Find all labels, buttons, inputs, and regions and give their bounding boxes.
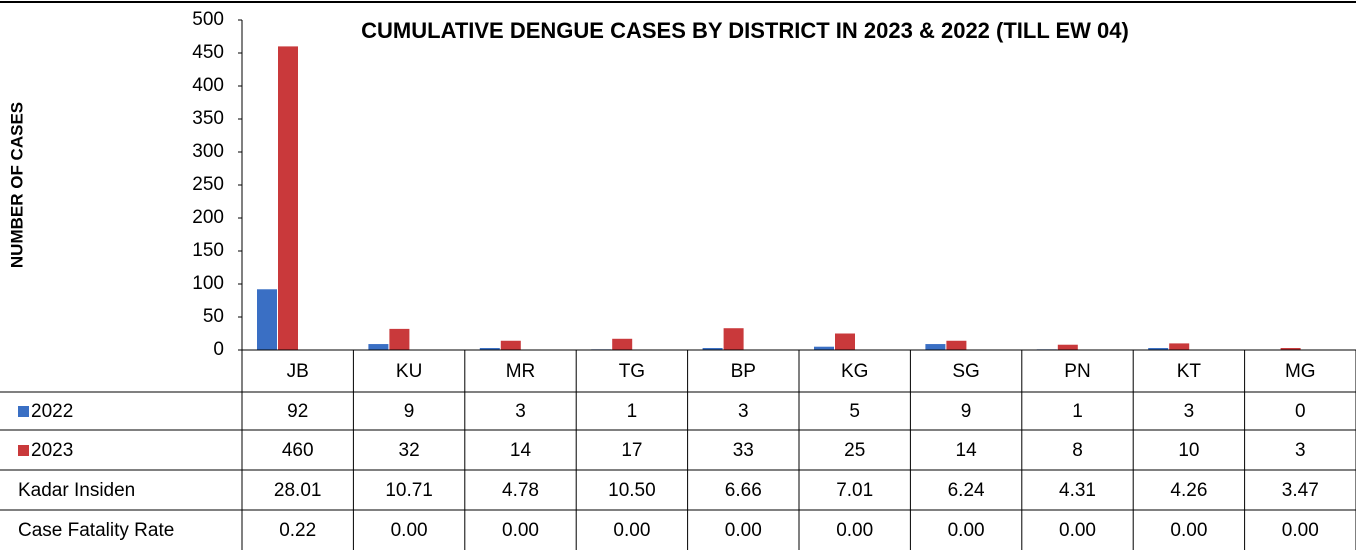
table-cell: 9 [404, 401, 415, 422]
table-cell: 0.00 [502, 520, 539, 541]
table-cell: 0.00 [613, 520, 650, 541]
bar [723, 328, 744, 350]
table-cell: 0.00 [391, 520, 428, 541]
table-cell: 25 [844, 440, 865, 461]
bar [257, 289, 277, 350]
x-tick-label: JB [287, 361, 309, 382]
bar [389, 328, 410, 350]
table-cell: 0.22 [279, 520, 316, 541]
table-cell: 0.00 [1282, 520, 1319, 541]
x-tick-label: SG [952, 361, 979, 382]
table-cell: 10 [1178, 440, 1199, 461]
bar [1057, 344, 1078, 350]
x-tick-label: KT [1177, 361, 1202, 382]
y-tick-label: 150 [192, 240, 224, 261]
table-cell: 3.47 [1282, 480, 1319, 501]
table-cell: 0.00 [836, 520, 873, 541]
y-axis-label: NUMBER OF CASES [7, 102, 26, 268]
x-tick-label: MR [506, 361, 536, 382]
legend-label: 2022 [31, 401, 73, 422]
table-cell: 1 [627, 401, 638, 422]
y-tick-label: 300 [192, 141, 224, 162]
table-cell: 32 [399, 440, 420, 461]
y-tick-label: 100 [192, 273, 224, 294]
table-cell: 0.00 [1059, 520, 1096, 541]
table-cell: 33 [733, 440, 754, 461]
y-tick-label: 250 [192, 174, 224, 195]
table-cell: 5 [849, 401, 860, 422]
y-tick-label: 50 [203, 306, 224, 327]
table-cell: 4.26 [1170, 480, 1207, 501]
table-cell: 0 [1295, 401, 1306, 422]
y-tick-label: 400 [192, 75, 224, 96]
bar [612, 338, 633, 350]
bar [500, 340, 521, 350]
bar [702, 348, 723, 350]
bar [925, 344, 946, 350]
table-cell: 0.00 [1170, 520, 1207, 541]
y-tick-label: 450 [192, 42, 224, 63]
legend-swatch [18, 445, 29, 456]
table-cell: 17 [621, 440, 642, 461]
table-cell: 8 [1072, 440, 1083, 461]
table-cell: 28.01 [274, 480, 322, 501]
table-cell: 10.71 [385, 480, 433, 501]
x-tick-label: KU [396, 361, 422, 382]
x-tick-label: KG [841, 361, 868, 382]
bar [946, 340, 967, 350]
legend-label: 2023 [31, 440, 73, 461]
table-row-label: Case Fatality Rate [18, 520, 174, 541]
table-cell: 4.31 [1059, 480, 1096, 501]
table-cell: 10.50 [608, 480, 656, 501]
table-cell: 0.00 [725, 520, 762, 541]
table-cell: 14 [510, 440, 532, 461]
table-cell: 4.78 [502, 480, 539, 501]
bar [1169, 343, 1190, 350]
x-tick-label: TG [619, 361, 645, 382]
table-cell: 14 [956, 440, 978, 461]
table-cell: 3 [1295, 440, 1306, 461]
bar [835, 333, 855, 350]
y-tick-label: 0 [213, 339, 224, 360]
table-row-label: Kadar Insiden [18, 480, 135, 501]
table-cell: 6.24 [948, 480, 985, 501]
table-cell: 3 [738, 401, 749, 422]
y-tick-label: 200 [192, 207, 224, 228]
table-cell: 92 [287, 401, 308, 422]
table-cell: 460 [282, 440, 314, 461]
bar [479, 348, 500, 350]
bar [1280, 348, 1301, 350]
x-tick-label: PN [1064, 361, 1090, 382]
bar [1148, 348, 1169, 350]
table-cell: 3 [1184, 401, 1195, 422]
table-cell: 7.01 [836, 480, 873, 501]
table-cell: 3 [515, 401, 526, 422]
table-cell: 6.66 [725, 480, 762, 501]
bar [814, 346, 834, 350]
legend-swatch [18, 406, 29, 417]
y-tick-label: 500 [192, 9, 224, 30]
bar [368, 344, 389, 350]
x-tick-label: MG [1285, 361, 1316, 382]
y-tick-label: 350 [192, 108, 224, 129]
table-cell: 1 [1072, 401, 1083, 422]
table-cell: 9 [961, 401, 972, 422]
bar [278, 46, 298, 351]
table-cell: 0.00 [948, 520, 985, 541]
chart-title: CUMULATIVE DENGUE CASES BY DISTRICT IN 2… [361, 18, 1129, 43]
x-tick-label: BP [731, 361, 756, 382]
